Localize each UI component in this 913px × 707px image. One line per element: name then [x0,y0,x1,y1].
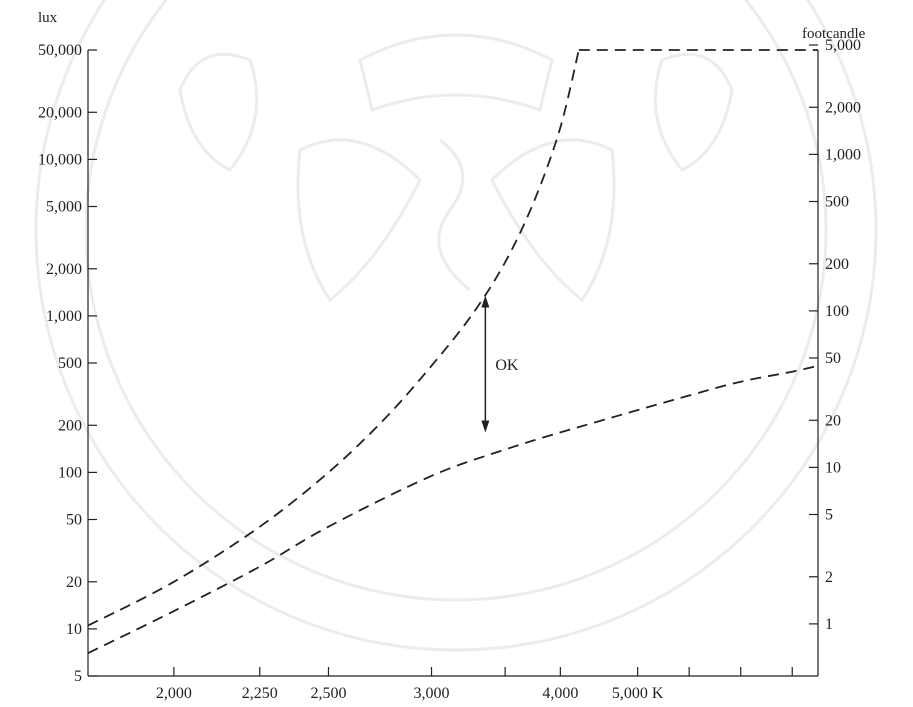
bottom-tick-label: 2,250 [242,685,278,702]
left-tick-label: 50,000 [38,42,82,59]
left-tick-label: 200 [58,417,82,434]
ok-arrowhead-up [481,295,490,308]
bottom-tick-label: 2,500 [310,685,346,702]
right-tick-label: 5,000 [825,37,861,54]
left-tick-label: 20 [66,574,82,591]
bottom-tick-label: 4,000 [542,685,578,702]
left-tick-label: 2,000 [46,261,82,278]
right-tick-label: 5 [825,506,833,523]
right-tick-label: 200 [825,256,849,273]
right-tick-label: 1,000 [825,146,861,163]
right-tick-label: 100 [825,303,849,320]
bottom-tick-label: 3,000 [414,685,450,702]
left-tick-label: 500 [58,355,82,372]
right-tick-label: 1 [825,616,833,633]
left-tick-label: 10,000 [38,151,82,168]
bottom-tick-label: 5,000 K [612,685,664,702]
ok-arrowhead-down [481,420,490,433]
right-tick-label: 50 [825,350,841,367]
right-tick-label: 10 [825,459,841,476]
left-tick-label: 1,000 [46,308,82,325]
left-tick-label: 10 [66,621,82,638]
right-axis-title: footcandle [802,26,866,42]
left-tick-label: 20,000 [38,104,82,121]
right-tick-label: 2,000 [825,99,861,116]
right-tick-label: 20 [825,412,841,429]
curve-upper [87,49,580,627]
left-tick-label: 5,000 [46,199,82,216]
left-tick-label: 5 [74,668,82,685]
right-tick-label: 2 [825,569,833,586]
left-tick-label: 100 [58,464,82,481]
curve-lower [87,364,819,654]
left-axis-title: lux [38,10,58,26]
ok-label: OK [495,357,519,374]
right-tick-label: 500 [825,193,849,210]
left-tick-label: 50 [66,512,82,529]
bottom-tick-label: 2,000 [156,685,192,702]
